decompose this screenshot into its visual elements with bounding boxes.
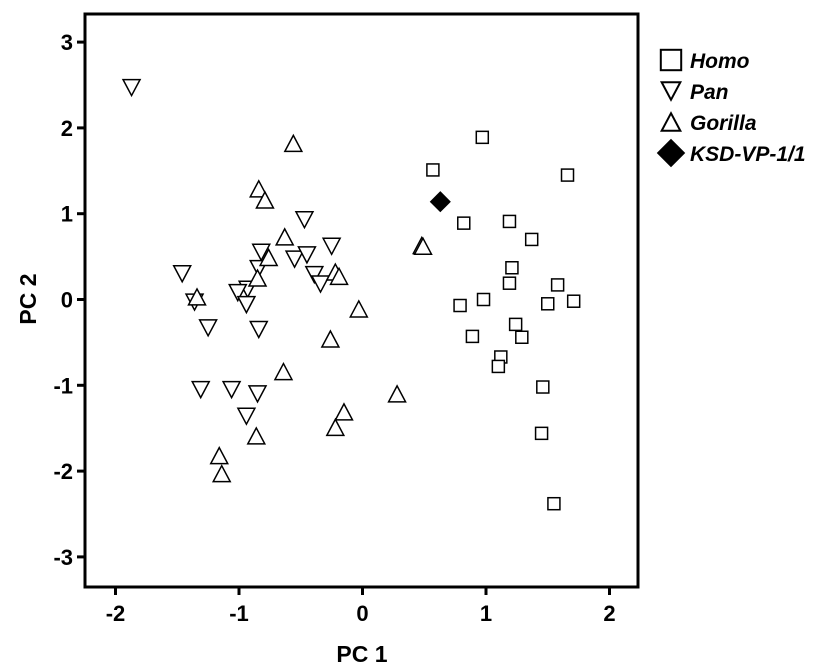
legend-item: Homo: [659, 48, 750, 73]
pan-point: [284, 250, 305, 269]
data-points: [121, 78, 581, 511]
y-tick-label: 0: [61, 288, 73, 313]
homo-point: [508, 317, 523, 332]
x-axis-title: PC 1: [336, 641, 387, 667]
gorilla-point: [211, 464, 232, 483]
homo-point: [550, 278, 565, 292]
gorilla-point: [329, 266, 349, 286]
y-tick-label: -2: [53, 459, 73, 484]
pan-point: [236, 407, 257, 426]
x-axis-ticks: -2 -1 0 1 2: [106, 587, 616, 626]
homo-point: [534, 426, 549, 441]
homo-point: [541, 297, 555, 311]
gorilla-point: [249, 179, 269, 198]
legend-label: Pan: [690, 81, 729, 104]
gorilla-point: [209, 446, 229, 465]
gorilla-point: [283, 133, 304, 153]
legend-item: Gorilla: [659, 111, 757, 135]
legend-marker: [659, 48, 683, 72]
pan-point: [247, 385, 268, 404]
gorilla-point: [255, 190, 275, 209]
homo-point: [505, 261, 519, 275]
x-tick-label: 2: [603, 601, 615, 626]
gorilla-point: [334, 402, 354, 421]
gorilla-point: [187, 287, 207, 306]
y-tick-label: 1: [61, 202, 73, 227]
legend-label: KSD-VP-1/1: [690, 143, 806, 166]
gorilla-point: [413, 236, 433, 256]
homo-point: [502, 214, 517, 229]
homo-point: [536, 380, 550, 394]
x-tick-label: -2: [106, 601, 126, 626]
y-tick-label: 2: [61, 116, 73, 141]
pan-point: [304, 265, 325, 285]
pan-point: [251, 243, 271, 262]
homo-point: [547, 496, 561, 511]
gorilla-point: [320, 329, 341, 348]
homo-point: [465, 329, 480, 344]
legend: Homo Pan Gorilla KSD-VP-1/1: [656, 48, 806, 168]
gorilla-point: [349, 299, 369, 318]
legend-marker: [656, 138, 686, 168]
ksd-vp-point: [429, 191, 451, 213]
legend-item: Pan: [659, 81, 729, 104]
y-tick-label: 3: [61, 30, 73, 55]
y-tick-label: -1: [53, 373, 73, 398]
pan-point: [249, 320, 269, 340]
pan-point: [297, 246, 317, 265]
homo-point: [566, 294, 581, 308]
homo-point: [524, 232, 539, 247]
y-axis-title: PC 2: [15, 273, 41, 324]
pan-point: [172, 265, 192, 284]
pan-point: [190, 380, 211, 400]
y-axis-ticks: -3 -2 -1 0 1 2 3: [53, 30, 85, 570]
homo-point: [502, 276, 517, 290]
gorilla-point: [258, 247, 279, 267]
gorilla-point: [325, 417, 346, 437]
pan-point: [321, 237, 342, 256]
x-tick-label: 0: [356, 601, 368, 626]
homo-point: [453, 298, 467, 313]
pan-point: [236, 295, 257, 315]
homo-point: [475, 130, 490, 145]
y-tick-label: -3: [53, 545, 73, 570]
gorilla-point: [273, 361, 294, 381]
homo-point: [476, 292, 491, 307]
x-tick-label: 1: [480, 601, 492, 626]
pan-point: [221, 380, 242, 400]
legend-label: Gorilla: [690, 112, 757, 135]
pan-point: [294, 210, 315, 230]
homo-point: [515, 330, 529, 345]
pan-point: [198, 319, 218, 338]
gorilla-point: [387, 384, 407, 403]
homo-point: [426, 163, 440, 177]
pan-point: [310, 275, 331, 294]
gorilla-point: [247, 268, 268, 287]
legend-label: Homo: [690, 50, 750, 73]
gorilla-point: [246, 426, 267, 445]
legend-item: KSD-VP-1/1: [656, 138, 806, 168]
legend-marker: [659, 81, 683, 102]
x-tick-label: -1: [229, 601, 249, 626]
gorilla-point: [274, 227, 295, 246]
legend-marker: [659, 111, 683, 132]
homo-point: [457, 216, 471, 230]
homo-point: [491, 359, 506, 374]
pan-point: [228, 283, 248, 303]
pan-point: [121, 78, 142, 98]
homo-point: [560, 168, 575, 182]
